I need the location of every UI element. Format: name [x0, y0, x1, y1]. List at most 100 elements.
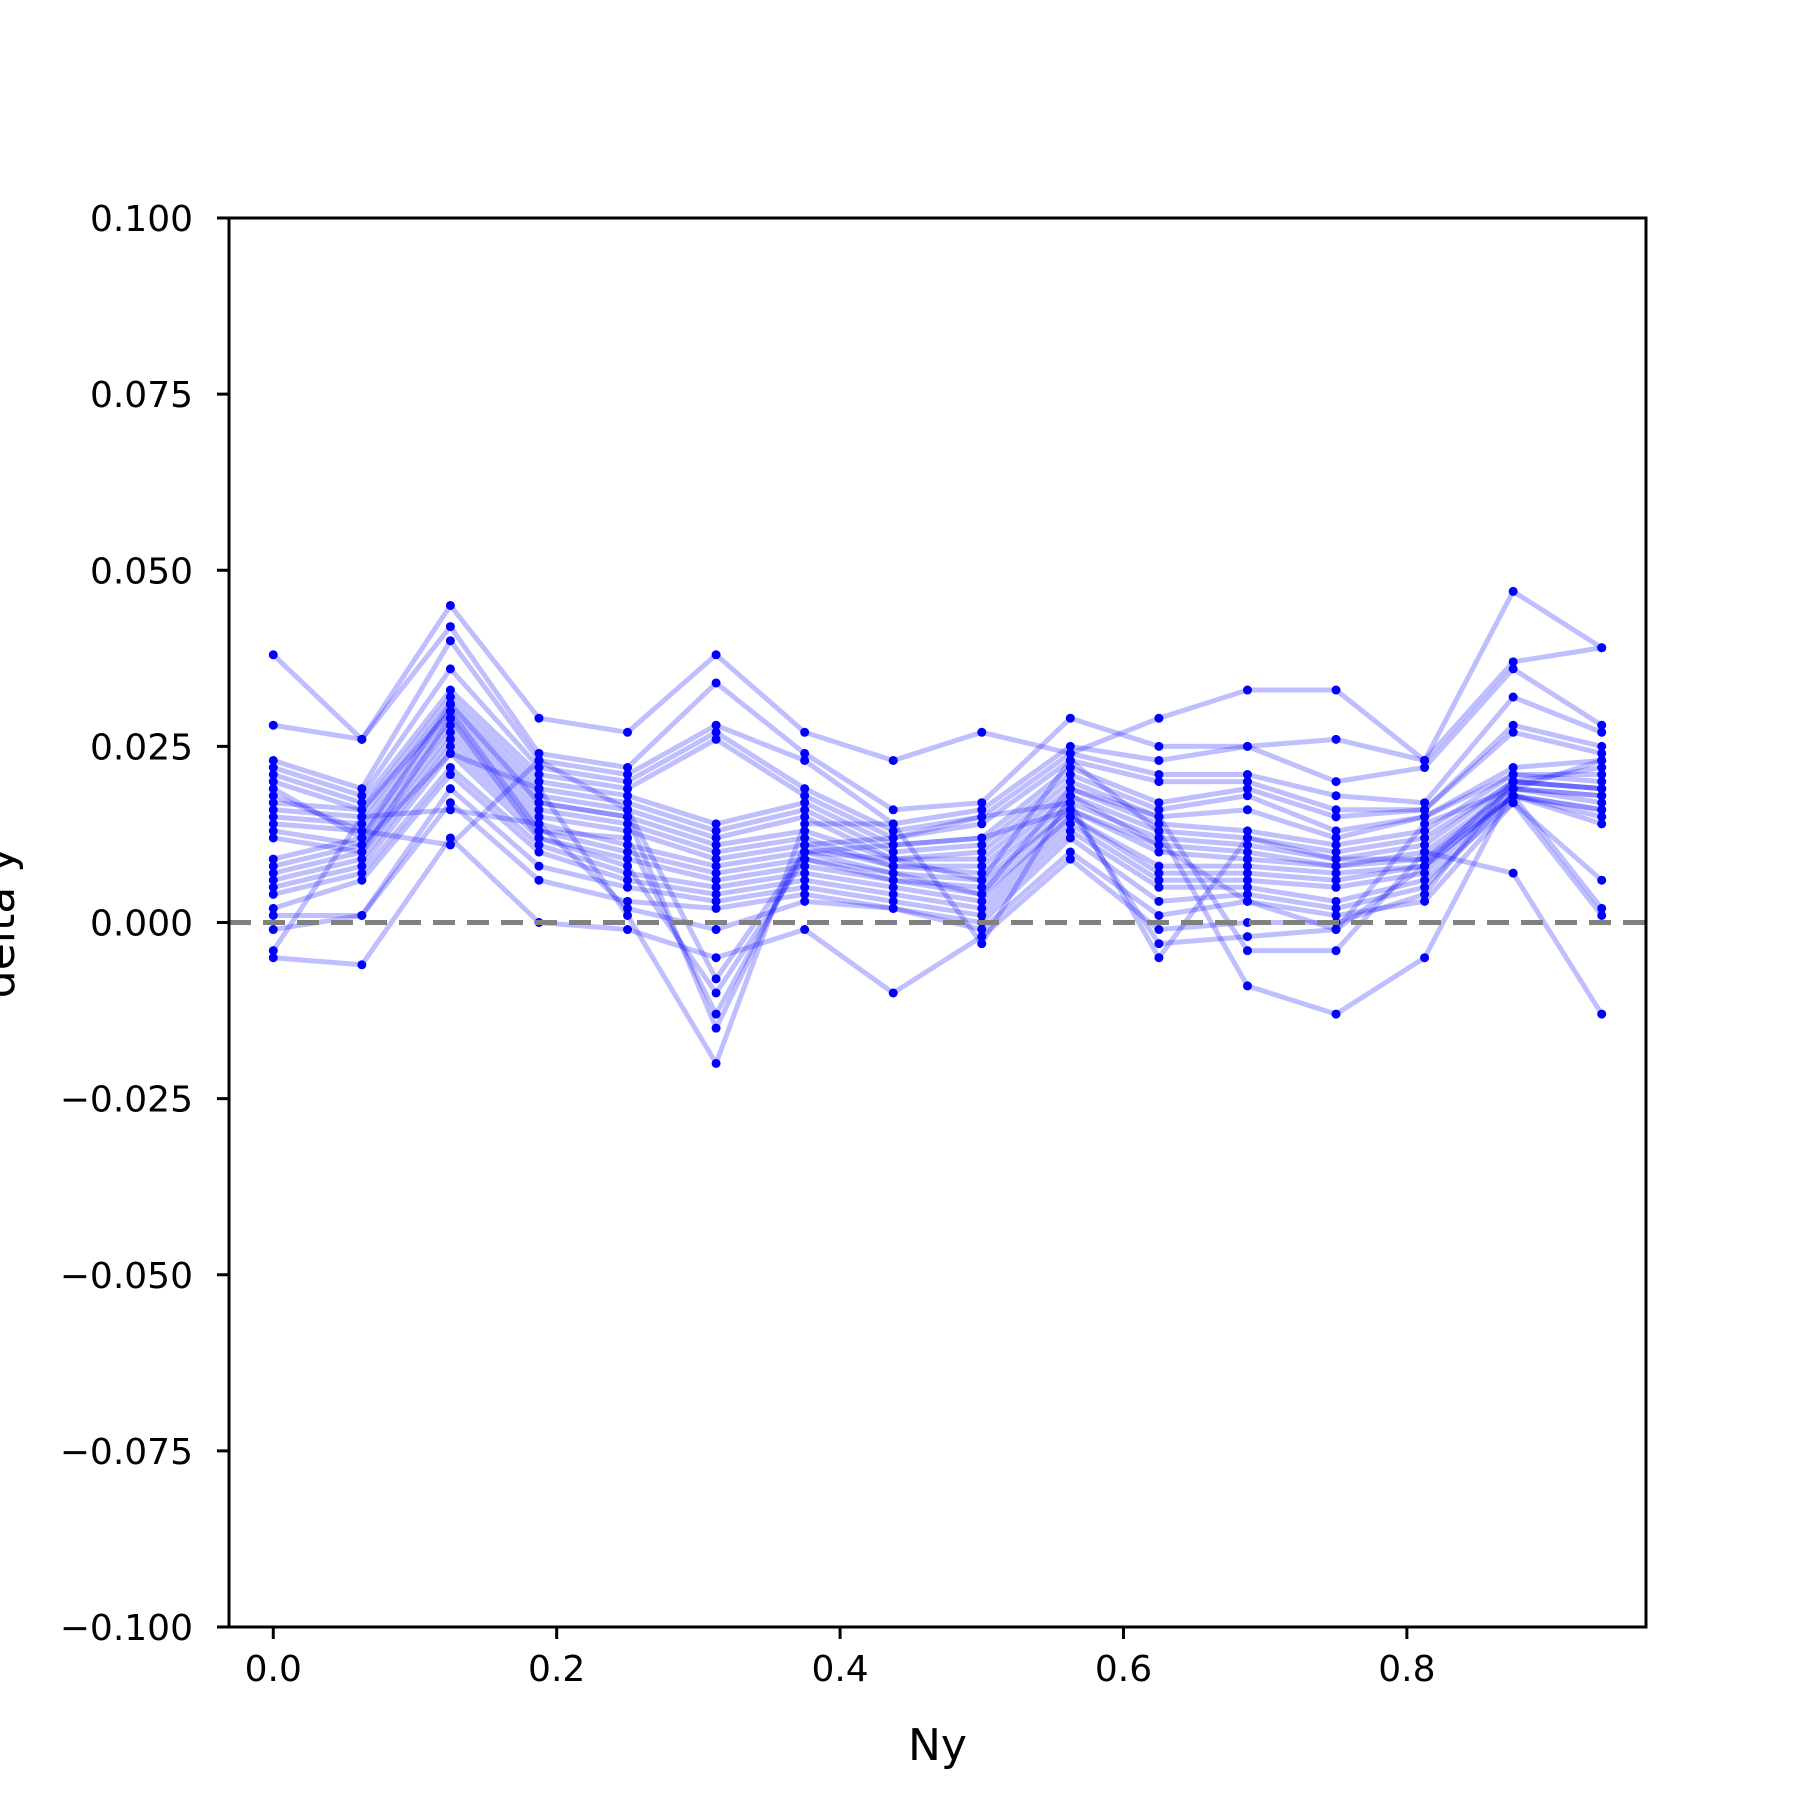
data-point [623, 875, 633, 885]
data-point [445, 784, 455, 794]
data-point [445, 622, 455, 632]
data-point [1242, 847, 1252, 857]
data-point [1420, 875, 1430, 885]
series-line [270, 800, 1605, 954]
data-point [1065, 763, 1075, 773]
data-point [1420, 868, 1430, 878]
data-point [888, 805, 898, 815]
data-point [534, 805, 544, 815]
data-point [977, 932, 987, 942]
series-line [270, 736, 1605, 883]
data-point [268, 777, 278, 787]
data-point [534, 875, 544, 885]
series-line [270, 715, 1605, 1017]
data-point [1597, 748, 1607, 758]
data-point [1420, 854, 1430, 864]
data-point [1242, 861, 1252, 871]
data-point [623, 798, 633, 808]
data-point [268, 826, 278, 836]
data-point [268, 868, 278, 878]
data-point [800, 819, 810, 829]
data-point [623, 819, 633, 829]
data-point [800, 889, 810, 899]
data-point [1597, 798, 1607, 808]
series-line [270, 786, 1605, 918]
x-tick-label: 0.6 [1095, 1649, 1152, 1690]
data-point [1420, 833, 1430, 843]
data-point [1154, 868, 1164, 878]
series-points [268, 586, 1607, 1068]
data-point [357, 875, 367, 885]
data-point [1331, 826, 1341, 836]
y-tick-label: 0.075 [90, 375, 193, 416]
data-point [711, 925, 721, 935]
x-axis-title: Ny [908, 1720, 967, 1771]
data-point [268, 770, 278, 780]
data-point [1420, 847, 1430, 857]
data-point [445, 763, 455, 773]
series-line [270, 708, 1605, 1017]
data-point [1065, 791, 1075, 801]
data-point [623, 840, 633, 850]
data-point [445, 692, 455, 702]
series-line [270, 701, 1605, 855]
data-point [1154, 896, 1164, 906]
data-point [1065, 812, 1075, 822]
data-point [357, 833, 367, 843]
data-point [268, 875, 278, 885]
data-point [445, 600, 455, 610]
data-point [1154, 755, 1164, 765]
data-point [977, 819, 987, 829]
data-point [623, 882, 633, 892]
data-point [1154, 713, 1164, 723]
data-point [1154, 812, 1164, 822]
data-point [623, 910, 633, 920]
data-point [1154, 770, 1164, 780]
data-point [1597, 784, 1607, 794]
data-point [623, 896, 633, 906]
data-point [977, 840, 987, 850]
data-point [1597, 1009, 1607, 1019]
data-point [623, 812, 633, 822]
series-line [270, 722, 1605, 869]
data-point [1420, 953, 1430, 963]
data-point [445, 748, 455, 758]
data-point [357, 819, 367, 829]
data-point [445, 706, 455, 716]
data-point [623, 854, 633, 864]
series-line [270, 779, 1605, 996]
data-point [1242, 685, 1252, 695]
data-point [1420, 755, 1430, 765]
data-point [534, 791, 544, 801]
data-point [888, 896, 898, 906]
data-point [1242, 896, 1252, 906]
data-point [1331, 847, 1341, 857]
series-line [270, 701, 1605, 1031]
data-point [800, 826, 810, 836]
data-point [623, 791, 633, 801]
data-point [1154, 833, 1164, 843]
data-point [357, 847, 367, 857]
data-point [357, 805, 367, 815]
data-point [1154, 777, 1164, 787]
data-point [800, 896, 810, 906]
data-point [1597, 791, 1607, 801]
x-tick-label: 0.8 [1378, 1649, 1435, 1690]
series-line [270, 772, 1605, 911]
series-line [270, 729, 1605, 876]
data-point [1065, 819, 1075, 829]
data-point [534, 812, 544, 822]
data-point [445, 720, 455, 730]
data-point [1331, 685, 1341, 695]
data-point [800, 854, 810, 864]
series-line [270, 588, 1605, 763]
data-point [534, 755, 544, 765]
series-line [270, 750, 1605, 897]
data-point [1508, 868, 1518, 878]
y-tick-label: −0.025 [60, 1080, 193, 1121]
y-tick-label: 0.000 [90, 904, 193, 945]
series-line [270, 666, 1605, 834]
data-point [357, 868, 367, 878]
data-point [357, 734, 367, 744]
